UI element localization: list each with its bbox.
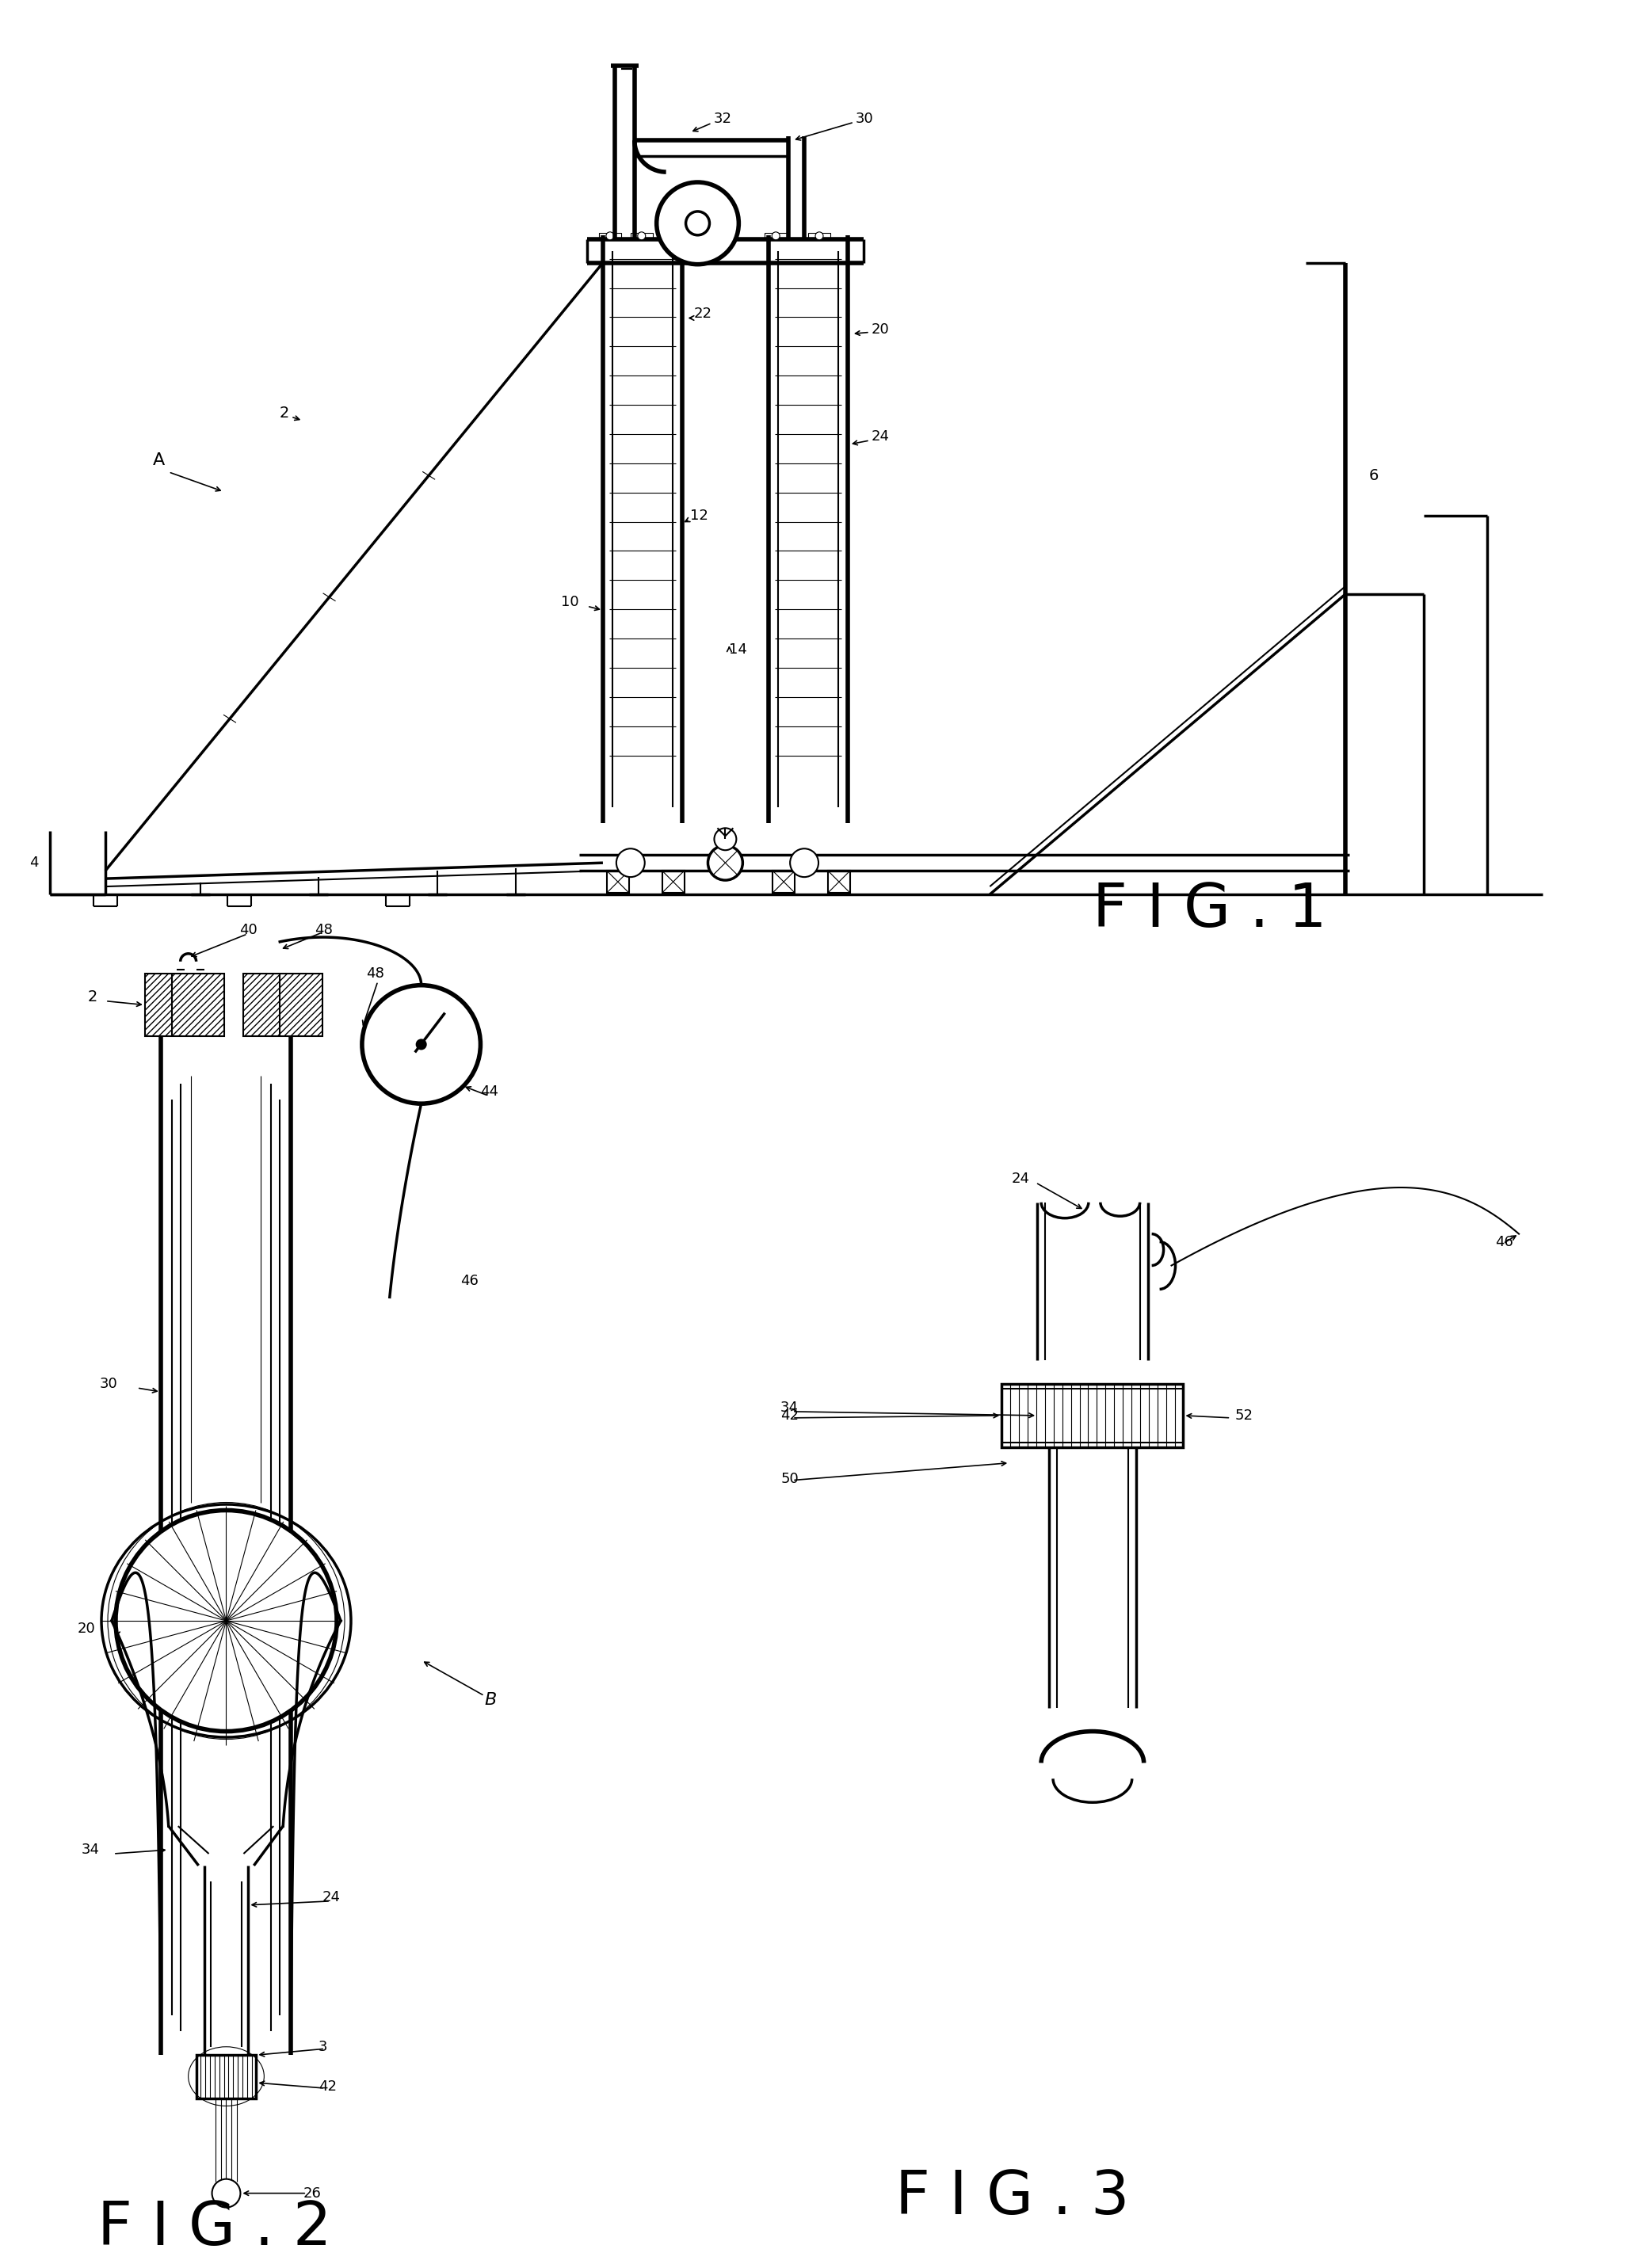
Circle shape bbox=[417, 1039, 425, 1050]
Text: 30: 30 bbox=[99, 1377, 117, 1390]
Text: 46: 46 bbox=[1495, 1234, 1513, 1250]
Text: 48: 48 bbox=[366, 966, 384, 980]
Text: 26: 26 bbox=[303, 2186, 321, 2200]
Circle shape bbox=[709, 846, 743, 880]
Text: 24: 24 bbox=[872, 429, 890, 445]
Bar bbox=[244, 973, 323, 1036]
Text: 40: 40 bbox=[239, 923, 257, 937]
Text: 24: 24 bbox=[1012, 1173, 1030, 1186]
Circle shape bbox=[616, 848, 644, 878]
Bar bbox=[808, 234, 831, 238]
Circle shape bbox=[656, 181, 738, 265]
Text: 3: 3 bbox=[318, 2039, 328, 2055]
Text: 46: 46 bbox=[461, 1275, 480, 1288]
Bar bbox=[145, 973, 224, 1036]
Circle shape bbox=[714, 828, 737, 850]
Circle shape bbox=[213, 2180, 241, 2207]
Bar bbox=[773, 871, 794, 894]
Circle shape bbox=[771, 231, 780, 240]
Circle shape bbox=[638, 231, 646, 240]
Circle shape bbox=[686, 211, 710, 236]
Bar bbox=[1002, 1383, 1183, 1447]
Bar bbox=[631, 234, 653, 238]
Bar bbox=[662, 871, 684, 894]
Text: 48: 48 bbox=[315, 923, 333, 937]
Text: 12: 12 bbox=[691, 508, 709, 522]
Bar bbox=[196, 2055, 255, 2098]
Text: 42: 42 bbox=[781, 1408, 799, 1422]
Text: 34: 34 bbox=[781, 1402, 799, 1415]
Text: 10: 10 bbox=[562, 594, 578, 610]
Text: F I G . 3: F I G . 3 bbox=[895, 2168, 1129, 2227]
Text: 52: 52 bbox=[1234, 1408, 1252, 1422]
Bar bbox=[606, 871, 630, 894]
Circle shape bbox=[363, 984, 481, 1105]
Text: 20: 20 bbox=[77, 1622, 96, 1635]
Text: 30: 30 bbox=[855, 111, 873, 127]
Text: F I G . 2: F I G . 2 bbox=[97, 2200, 331, 2259]
Text: 50: 50 bbox=[781, 1472, 799, 1486]
Text: 34: 34 bbox=[82, 1842, 101, 1857]
Bar bbox=[827, 871, 850, 894]
Text: A: A bbox=[153, 451, 165, 467]
Text: 20: 20 bbox=[872, 322, 890, 338]
Text: 44: 44 bbox=[481, 1084, 499, 1100]
Text: 14: 14 bbox=[728, 642, 747, 658]
Text: 32: 32 bbox=[714, 111, 732, 127]
Bar bbox=[598, 234, 621, 238]
Text: B: B bbox=[485, 1692, 496, 1708]
Text: F I G . 1: F I G . 1 bbox=[1093, 880, 1327, 939]
Circle shape bbox=[816, 231, 824, 240]
Text: 24: 24 bbox=[323, 1889, 341, 1905]
Text: 42: 42 bbox=[318, 2080, 336, 2093]
Text: 2: 2 bbox=[87, 989, 97, 1005]
Text: 2: 2 bbox=[279, 406, 288, 420]
Circle shape bbox=[789, 848, 819, 878]
Text: 22: 22 bbox=[694, 306, 712, 322]
Text: 4: 4 bbox=[30, 855, 38, 871]
Text: 6: 6 bbox=[1369, 469, 1379, 483]
Circle shape bbox=[115, 1510, 336, 1730]
Circle shape bbox=[606, 231, 615, 240]
Bar bbox=[765, 234, 786, 238]
